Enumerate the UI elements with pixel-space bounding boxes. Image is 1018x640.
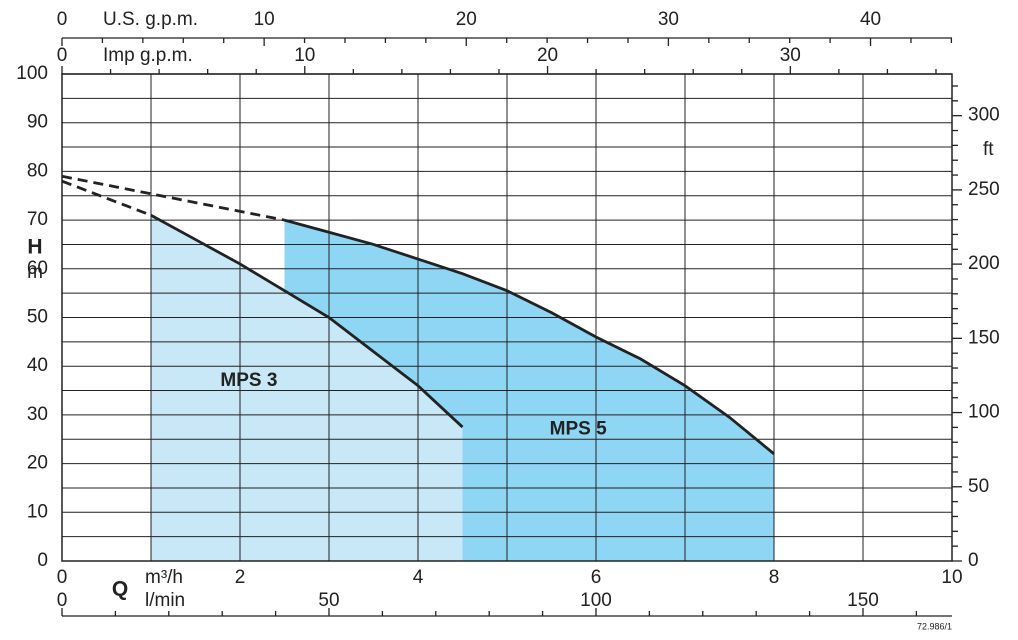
tick-label: 40 — [860, 9, 881, 30]
y-tick-label: 80 — [27, 160, 48, 181]
x-axis-unit: m³/h — [145, 567, 183, 588]
tick-label: 100 — [580, 590, 612, 611]
tick-label: 200 — [968, 253, 1000, 274]
tick-label: 150 — [847, 590, 879, 611]
y-tick-label: 90 — [27, 112, 48, 133]
x-tick-label: 6 — [591, 567, 602, 588]
x-axis-label: Q — [112, 578, 128, 601]
tick-label: 30 — [658, 9, 679, 30]
tick-label: 10 — [254, 9, 275, 30]
axis-label: U.S. g.p.m. — [103, 9, 198, 30]
tick-label: 50 — [968, 476, 989, 497]
axis-label: Imp g.p.m. — [103, 45, 193, 66]
figure-code: 72.986/1 — [917, 621, 952, 631]
y-tick-label: 10 — [27, 501, 48, 522]
axis-label: ft — [983, 139, 994, 160]
tick-label: 30 — [780, 45, 801, 66]
y-tick-label: 50 — [27, 307, 48, 328]
series-label: MPS 3 — [220, 370, 277, 391]
tick-label: 20 — [537, 45, 558, 66]
y-axis-unit: m — [27, 262, 43, 283]
y-tick-label: 30 — [27, 404, 48, 425]
x-tick-label: 0 — [57, 567, 68, 588]
y-tick-label: 100 — [16, 63, 48, 84]
area-fill — [151, 215, 463, 562]
tick-label: 100 — [968, 402, 1000, 423]
tick-label: 300 — [968, 105, 1000, 126]
y-tick-label: 70 — [27, 209, 48, 230]
curve — [150, 214, 464, 429]
y-tick-label: 60 — [27, 258, 48, 279]
tick-label: 10 — [294, 45, 315, 66]
curve-dashed — [61, 174, 285, 222]
tick-label: 0 — [57, 9, 68, 30]
curve — [284, 218, 775, 455]
series-label: MPS 5 — [550, 419, 607, 440]
tick-label: 0 — [57, 590, 68, 611]
axis-label: l/min — [145, 590, 185, 611]
x-tick-label: 4 — [413, 567, 424, 588]
tick-label: 50 — [318, 590, 339, 611]
y-axis-label: H — [27, 236, 42, 259]
tick-label: 20 — [456, 9, 477, 30]
tick-label: 0 — [57, 45, 68, 66]
x-tick-label: 10 — [941, 567, 962, 588]
tick-label: 0 — [968, 550, 979, 571]
tick-label: 150 — [968, 327, 1000, 348]
y-tick-label: 40 — [27, 355, 48, 376]
x-tick-label: 8 — [769, 567, 780, 588]
y-tick-label: 20 — [27, 453, 48, 474]
x-tick-label: 2 — [235, 567, 246, 588]
y-tick-label: 0 — [37, 550, 48, 571]
tick-label: 250 — [968, 179, 1000, 200]
curve-dashed — [61, 179, 152, 217]
